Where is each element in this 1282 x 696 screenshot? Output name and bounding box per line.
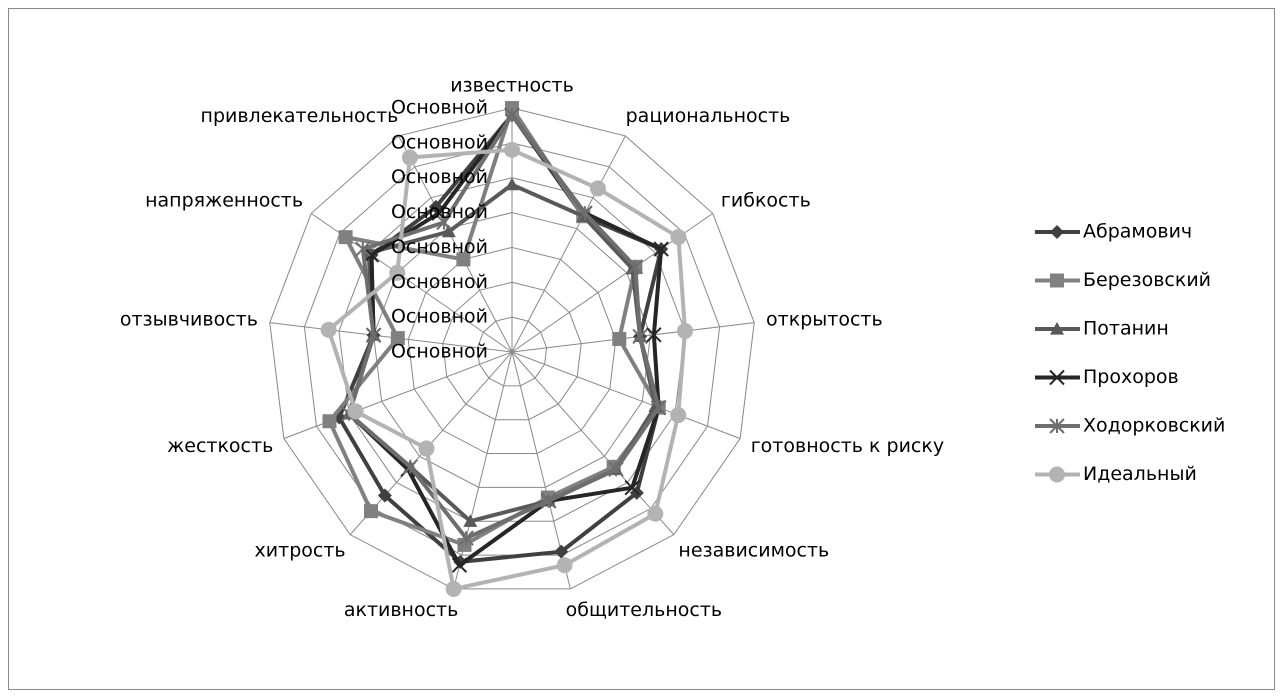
marker: [441, 224, 456, 238]
category-label: рациональность: [626, 105, 791, 127]
spoke: [283, 351, 513, 439]
category-label: общительность: [566, 599, 722, 621]
marker: [1049, 369, 1065, 386]
marker: [504, 107, 520, 123]
marker: [401, 149, 418, 166]
marker: [647, 505, 664, 522]
grid-ring: [407, 246, 617, 455]
category-label: известность: [450, 75, 574, 97]
y-tick-label: Основной: [391, 306, 488, 328]
marker: [589, 180, 606, 197]
marker: [554, 544, 569, 559]
category-label: отзывчивость: [120, 308, 258, 330]
legend-label: Ходорковский: [1083, 415, 1225, 437]
marker: [355, 241, 371, 257]
spoke: [398, 135, 513, 353]
marker: [608, 461, 624, 478]
marker: [451, 557, 468, 573]
y-tick-label: Основной: [391, 201, 488, 223]
marker: [389, 264, 406, 281]
legend-label: Прохоров: [1083, 366, 1179, 388]
spoke: [511, 322, 755, 353]
marker: [1050, 225, 1064, 239]
legend-label: Березовский: [1083, 269, 1211, 291]
marker: [556, 557, 573, 574]
grid-ring: [269, 107, 755, 590]
marker: [363, 247, 380, 263]
marker: [436, 214, 452, 231]
series-line: [347, 182, 658, 524]
category-label: гибкость: [721, 189, 811, 211]
marker: [1049, 418, 1065, 434]
spoke: [511, 351, 741, 439]
marker: [612, 331, 627, 346]
marker: [402, 459, 419, 475]
marker: [624, 479, 640, 496]
marker: [457, 537, 472, 552]
marker: [463, 514, 478, 527]
grid-ring: [476, 316, 548, 387]
category-label: привлекательность: [201, 105, 399, 127]
legend-label: Потанин: [1083, 318, 1169, 340]
y-tick-label: Основной: [391, 97, 488, 119]
legend-label: Абрамович: [1083, 221, 1192, 243]
series-line: [326, 147, 688, 591]
y-tick-label: Основной: [391, 166, 488, 188]
marker: [505, 177, 519, 191]
y-tick-label: Основной: [391, 131, 488, 153]
series-line: [347, 112, 664, 568]
marker: [577, 205, 593, 221]
marker: [456, 252, 471, 267]
marker: [646, 327, 662, 343]
category-label: открытость: [766, 308, 883, 330]
marker: [1050, 273, 1064, 288]
marker: [1050, 322, 1064, 335]
marker: [365, 327, 382, 343]
marker: [445, 580, 462, 597]
marker: [632, 328, 648, 345]
marker: [670, 229, 687, 246]
marker: [1049, 466, 1065, 483]
marker: [347, 403, 364, 420]
y-tick-label: Основной: [391, 341, 488, 363]
spoke: [511, 135, 626, 353]
marker: [653, 241, 669, 257]
marker: [677, 322, 694, 339]
marker: [504, 141, 520, 158]
marker: [364, 504, 379, 519]
grid-ring: [442, 281, 582, 421]
marker: [377, 488, 392, 503]
category-label: жесткость: [167, 435, 273, 457]
marker: [320, 321, 337, 338]
category-label: независимость: [678, 540, 829, 562]
category-label: напряженность: [145, 189, 303, 211]
y-tick-label: Основной: [391, 271, 488, 293]
marker: [322, 414, 337, 429]
marker: [338, 230, 353, 245]
marker: [540, 493, 557, 509]
marker: [670, 407, 687, 424]
legend-label: Идеальный: [1083, 463, 1197, 485]
marker: [390, 331, 405, 346]
category-label: хитрость: [255, 540, 346, 562]
series-line: [347, 112, 661, 541]
y-tick-label: Основной: [391, 236, 488, 258]
marker: [458, 530, 474, 546]
category-label: готовность к риску: [751, 435, 944, 457]
category-label: активность: [344, 599, 459, 621]
marker: [418, 440, 435, 457]
marker: [627, 259, 644, 275]
marker: [650, 399, 667, 416]
spoke: [511, 351, 675, 535]
